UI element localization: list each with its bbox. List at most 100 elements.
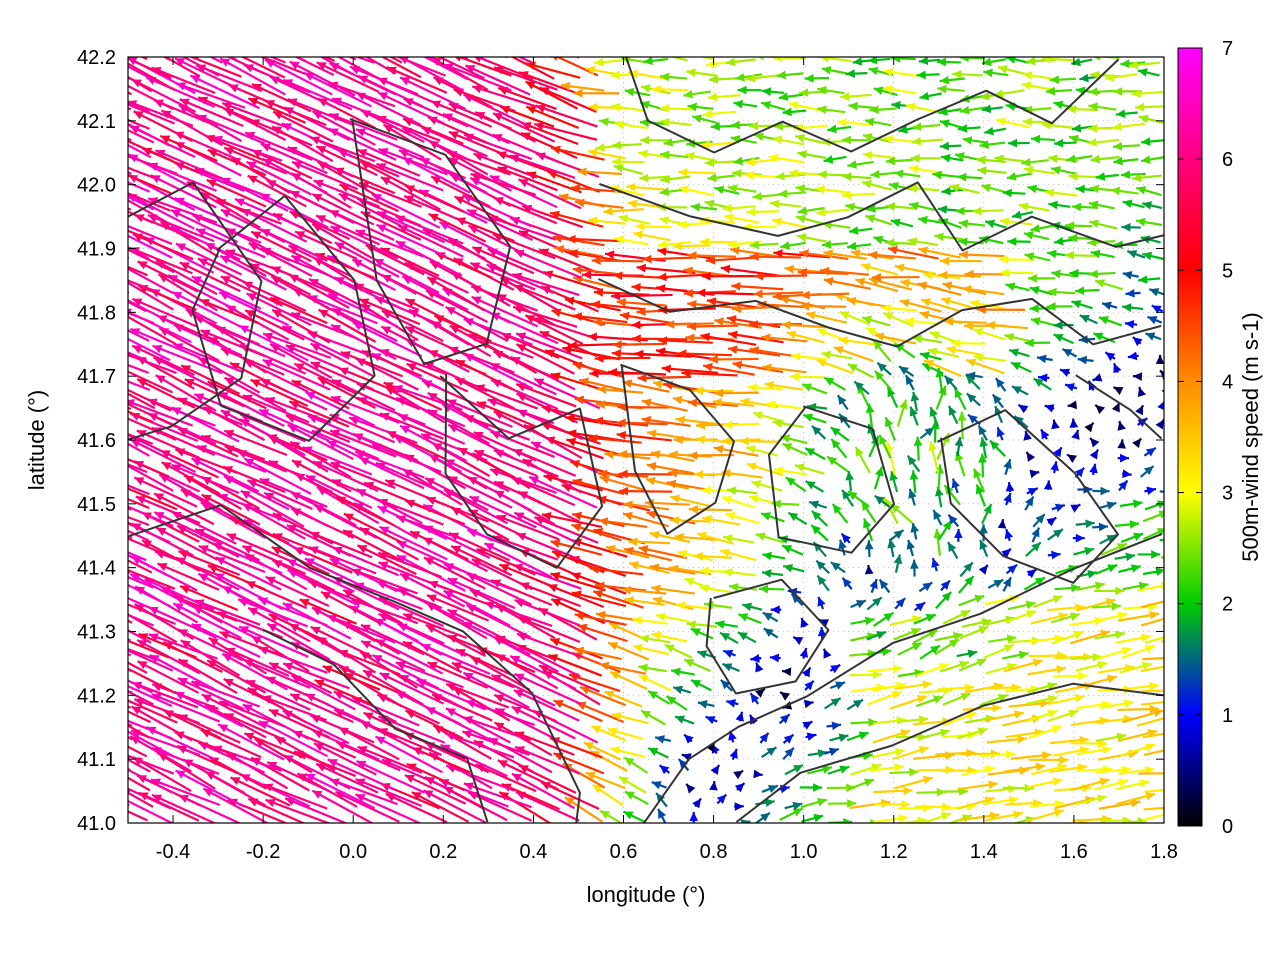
contour-line	[597, 278, 1162, 348]
wind-vector	[894, 597, 906, 610]
wind-vector	[515, 343, 575, 375]
wind-vector	[641, 415, 691, 427]
wind-vector	[128, 619, 133, 624]
wind-vector	[1142, 201, 1163, 210]
wind-vector	[411, 791, 470, 823]
wind-vector	[611, 291, 673, 301]
wind-vector	[1088, 87, 1116, 96]
wind-vector	[572, 265, 624, 276]
wind-vector	[959, 105, 987, 115]
wind-vector	[738, 819, 751, 823]
wind-vector	[899, 298, 942, 313]
wind-vector	[965, 374, 981, 390]
wind-vector	[801, 813, 824, 823]
wind-vector	[891, 57, 916, 63]
wind-vector	[1023, 105, 1052, 115]
contour-line	[349, 118, 512, 365]
wind-vector	[128, 613, 155, 627]
wind-vector	[910, 153, 941, 163]
wind-vector	[889, 695, 928, 710]
wind-vector	[600, 57, 604, 58]
wind-vector	[1004, 762, 1046, 773]
wind-vector	[931, 557, 940, 572]
wind-vector	[755, 662, 764, 673]
wind-vector	[228, 57, 238, 62]
wind-vector	[981, 104, 1003, 114]
wind-vector	[883, 134, 917, 144]
wind-vector	[1127, 351, 1139, 361]
wind-vector	[845, 470, 854, 492]
wind-vector	[632, 616, 668, 625]
y-tick-label: 41.8	[77, 302, 116, 324]
wind-vector	[658, 764, 671, 775]
wind-vector	[1141, 689, 1164, 693]
wind-vector	[799, 783, 823, 792]
wind-vector	[1029, 469, 1040, 479]
wind-vector	[128, 758, 151, 773]
wind-vector	[833, 346, 874, 363]
wind-vector	[874, 494, 891, 508]
wind-vector	[230, 776, 291, 807]
wind-vector	[704, 158, 736, 167]
wind-vector	[147, 197, 218, 224]
wind-vector	[461, 57, 469, 60]
wind-vector	[128, 300, 147, 313]
wind-vector	[338, 192, 403, 228]
wind-vector	[612, 157, 645, 167]
wind-vector	[687, 251, 737, 260]
wind-vector	[908, 488, 917, 506]
contour-line	[705, 578, 830, 695]
wind-vector	[761, 87, 785, 96]
wind-vector	[781, 544, 804, 556]
wind-vector	[1132, 336, 1143, 347]
wind-vector	[956, 649, 978, 658]
wind-vector	[128, 810, 149, 822]
wind-vector	[128, 75, 153, 93]
wind-vector	[938, 519, 953, 541]
wind-vector	[377, 91, 445, 125]
wind-vector	[1026, 568, 1037, 579]
wind-vector	[511, 772, 576, 810]
wind-vector	[674, 532, 717, 542]
wind-vector	[778, 92, 804, 102]
wind-vector	[836, 394, 849, 411]
wind-vector	[1142, 657, 1164, 661]
wind-vector	[1026, 808, 1065, 822]
wind-vector	[886, 386, 899, 409]
wind-vector	[624, 790, 649, 806]
wind-vector	[981, 57, 1007, 67]
wind-vector	[334, 276, 403, 310]
wind-vector	[220, 275, 283, 307]
wind-vector	[781, 442, 808, 456]
wind-vector	[1012, 816, 1036, 823]
wind-vector	[128, 648, 156, 661]
wind-vector	[128, 484, 150, 496]
wind-vector	[787, 511, 808, 526]
wind-vector	[399, 76, 466, 110]
wind-vector	[912, 122, 941, 132]
wind-vector	[1048, 200, 1071, 210]
wind-vector	[197, 572, 264, 611]
wind-vector	[1047, 287, 1075, 297]
wind-vector	[1137, 550, 1161, 559]
wind-vector	[759, 732, 770, 744]
wind-vector	[1122, 270, 1139, 280]
wind-vector	[782, 733, 795, 744]
wind-vector	[535, 104, 598, 128]
wind-vector	[657, 247, 715, 260]
wind-vector	[913, 436, 923, 461]
wind-vector	[1036, 354, 1053, 364]
wind-vector	[128, 103, 175, 125]
wind-vector	[285, 344, 351, 374]
wind-vector	[838, 336, 876, 346]
wind-vector	[1115, 633, 1151, 644]
wind-vector	[862, 150, 896, 160]
wind-vector	[919, 728, 950, 740]
wind-vector	[930, 420, 940, 443]
wind-vector	[131, 344, 195, 377]
contour-line	[642, 532, 1163, 823]
wind-vector	[638, 674, 672, 692]
wind-vector	[378, 525, 448, 561]
wind-vector	[932, 170, 958, 180]
wind-vector	[128, 101, 150, 113]
